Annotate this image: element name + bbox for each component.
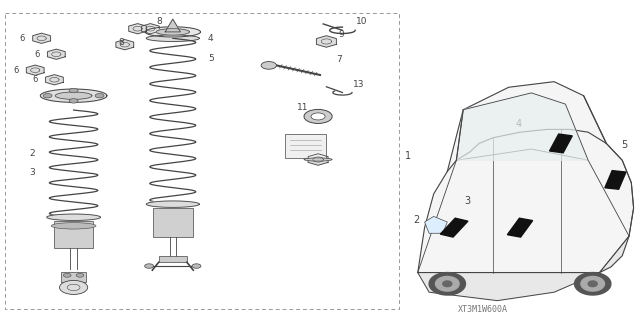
Text: 13: 13 — [353, 80, 365, 89]
Polygon shape — [435, 277, 459, 291]
Circle shape — [192, 264, 201, 268]
Text: 10: 10 — [356, 17, 367, 26]
Circle shape — [60, 280, 88, 294]
Text: 4: 4 — [515, 119, 522, 130]
Polygon shape — [55, 92, 92, 99]
Polygon shape — [145, 27, 200, 37]
Text: 8: 8 — [157, 17, 163, 26]
Polygon shape — [141, 24, 159, 34]
Text: 6: 6 — [13, 66, 19, 75]
Text: 12: 12 — [297, 146, 308, 155]
Circle shape — [145, 264, 154, 268]
Polygon shape — [33, 33, 51, 43]
Polygon shape — [129, 24, 147, 34]
Circle shape — [311, 113, 325, 120]
Polygon shape — [605, 171, 626, 189]
Text: 5: 5 — [621, 140, 627, 150]
Text: 2: 2 — [413, 215, 419, 225]
Polygon shape — [116, 40, 134, 50]
Text: 3: 3 — [29, 168, 35, 177]
Bar — [61, 272, 86, 282]
Text: 1: 1 — [405, 151, 412, 161]
Polygon shape — [156, 29, 189, 35]
Polygon shape — [47, 214, 100, 220]
Polygon shape — [508, 218, 532, 237]
Polygon shape — [40, 89, 107, 102]
Text: 6: 6 — [33, 75, 38, 84]
Text: 11: 11 — [297, 103, 308, 112]
Text: 5: 5 — [208, 54, 214, 63]
Circle shape — [261, 62, 276, 69]
Circle shape — [69, 88, 78, 93]
Circle shape — [63, 273, 71, 277]
Text: 4: 4 — [208, 34, 214, 43]
Text: 2: 2 — [29, 149, 35, 158]
Ellipse shape — [304, 158, 332, 161]
Circle shape — [43, 93, 52, 98]
Polygon shape — [147, 201, 199, 207]
Text: 6: 6 — [20, 34, 25, 43]
Polygon shape — [165, 19, 180, 32]
Polygon shape — [45, 75, 63, 85]
Bar — [5, 13, 399, 309]
Text: 3: 3 — [464, 196, 470, 206]
Polygon shape — [47, 49, 65, 59]
Polygon shape — [147, 35, 199, 41]
Text: 9: 9 — [338, 30, 344, 39]
Text: 6: 6 — [35, 50, 40, 59]
Polygon shape — [418, 236, 629, 300]
Polygon shape — [443, 281, 452, 286]
Polygon shape — [575, 272, 611, 295]
Bar — [153, 208, 193, 237]
Ellipse shape — [51, 223, 96, 229]
Polygon shape — [550, 134, 572, 153]
Polygon shape — [26, 65, 44, 75]
Polygon shape — [588, 281, 597, 286]
Circle shape — [69, 99, 78, 103]
Polygon shape — [429, 272, 465, 295]
Polygon shape — [447, 82, 606, 172]
Polygon shape — [316, 36, 337, 47]
Polygon shape — [440, 218, 468, 237]
Circle shape — [76, 273, 84, 277]
Text: 8: 8 — [118, 38, 124, 47]
Bar — [54, 221, 93, 248]
Polygon shape — [308, 154, 328, 165]
Polygon shape — [456, 93, 588, 160]
Text: 7: 7 — [336, 55, 342, 64]
Circle shape — [304, 109, 332, 123]
Bar — [285, 134, 326, 158]
Polygon shape — [424, 216, 447, 233]
Polygon shape — [581, 277, 605, 291]
Bar — [159, 256, 187, 262]
Text: XT3M1W600A: XT3M1W600A — [458, 305, 508, 314]
Polygon shape — [418, 130, 634, 272]
Circle shape — [95, 93, 104, 98]
